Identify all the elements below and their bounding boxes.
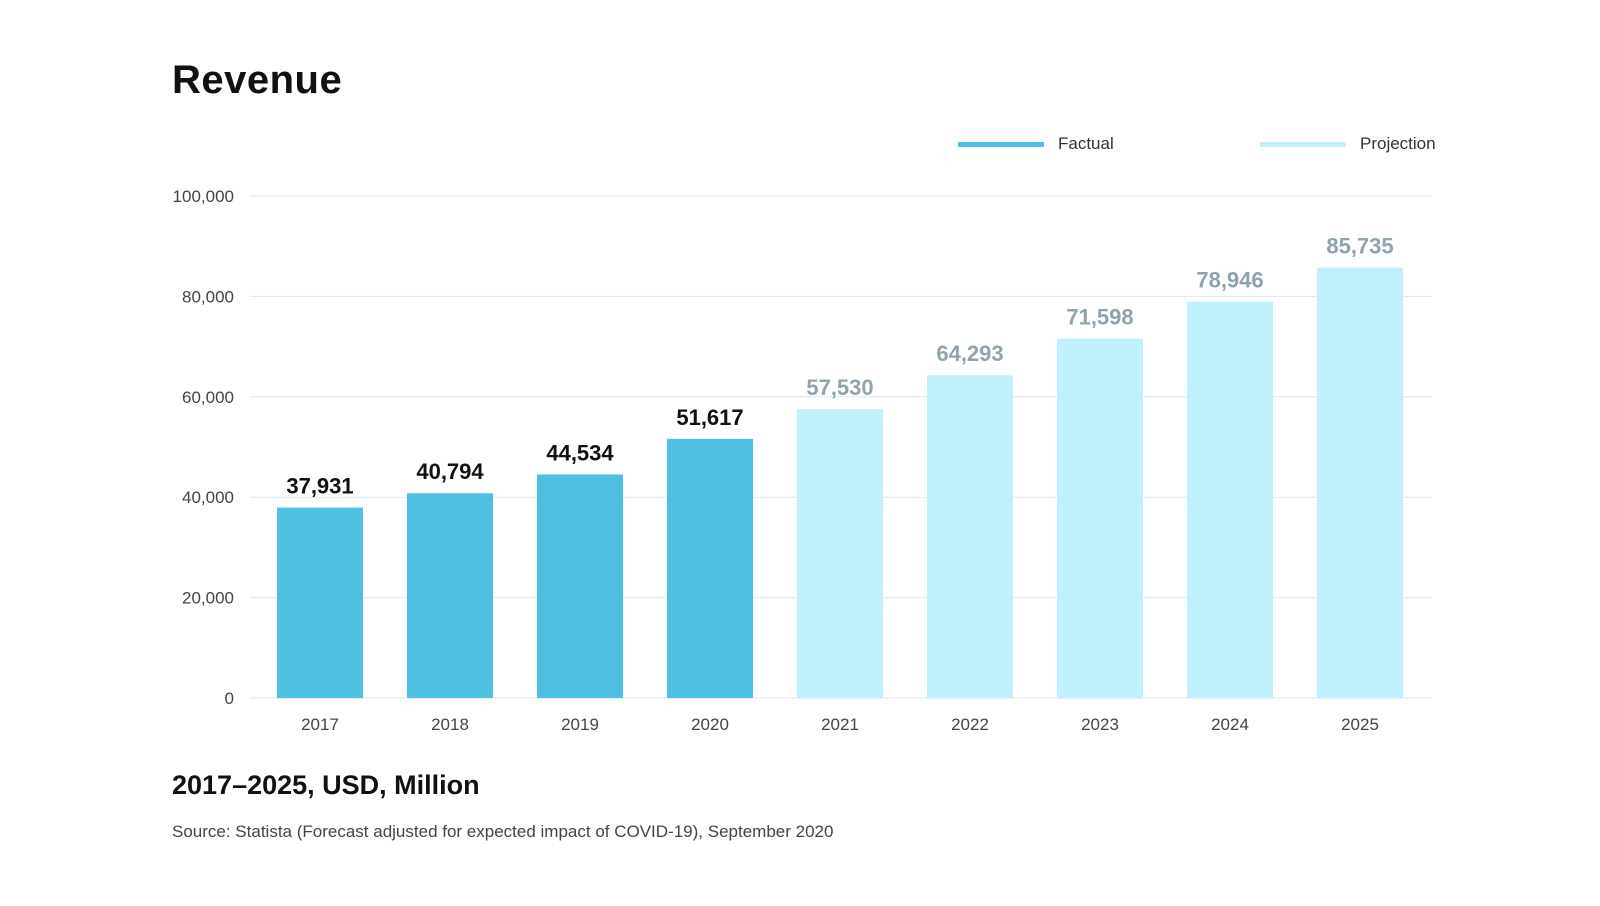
- bar-2024: [1187, 301, 1273, 698]
- value-labels: 37,931 40,794 44,534 51,617 57,530 64,293 71,5…: [286, 234, 1393, 499]
- x-tick-label: 2018: [431, 715, 469, 734]
- x-tick-label: 2025: [1341, 715, 1379, 734]
- x-tick-label: 2017: [301, 715, 339, 734]
- bars: [277, 267, 1403, 698]
- bar-2019: [537, 474, 623, 698]
- value-label: 51,617: [676, 405, 743, 430]
- legend-projection-label: Projection: [1360, 134, 1436, 153]
- chart-subtitle: 2017–2025, USD, Million: [172, 770, 480, 800]
- legend-factual-label: Factual: [1058, 134, 1114, 153]
- bar-2021: [797, 409, 883, 698]
- bar-2017: [277, 507, 363, 698]
- value-label: 40,794: [416, 459, 484, 484]
- legend-factual-swatch: [958, 141, 1044, 147]
- bar-2020: [667, 438, 753, 698]
- value-label: 64,293: [936, 341, 1003, 366]
- x-tick-label: 2024: [1211, 715, 1249, 734]
- legend-factual: Factual: [958, 134, 1114, 154]
- x-tick-label: 2021: [821, 715, 859, 734]
- bar-2018: [407, 493, 493, 698]
- x-tick-label: 2023: [1081, 715, 1119, 734]
- x-axis-ticks: 2017 2018 2019 2020 2021 2022 2023 2024 2025: [301, 715, 1379, 734]
- bar-2022: [927, 375, 1013, 698]
- y-axis-ticks: 0 20,000 40,000 60,000 80,000 100,000: [173, 187, 234, 708]
- y-tick-label: 0: [225, 689, 234, 708]
- value-label: 71,598: [1066, 305, 1133, 330]
- bar-2025: [1317, 267, 1403, 698]
- value-label: 44,534: [546, 440, 614, 465]
- y-tick-label: 100,000: [173, 187, 234, 206]
- y-tick-label: 80,000: [182, 287, 234, 306]
- value-label: 57,530: [806, 375, 873, 400]
- legend-projection: Projection: [1260, 134, 1436, 154]
- value-label: 78,946: [1196, 268, 1263, 293]
- x-tick-label: 2020: [691, 715, 729, 734]
- x-tick-label: 2019: [561, 715, 599, 734]
- value-label: 85,735: [1326, 234, 1393, 259]
- y-tick-label: 60,000: [182, 388, 234, 407]
- value-label: 37,931: [286, 474, 353, 499]
- chart-title: Revenue: [172, 58, 343, 102]
- bar-2023: [1057, 338, 1143, 698]
- x-tick-label: 2022: [951, 715, 989, 734]
- source-note: Source: Statista (Forecast adjusted for …: [172, 822, 834, 841]
- legend-projection-swatch: [1260, 141, 1346, 147]
- y-tick-label: 40,000: [182, 488, 234, 507]
- y-tick-label: 20,000: [182, 589, 234, 608]
